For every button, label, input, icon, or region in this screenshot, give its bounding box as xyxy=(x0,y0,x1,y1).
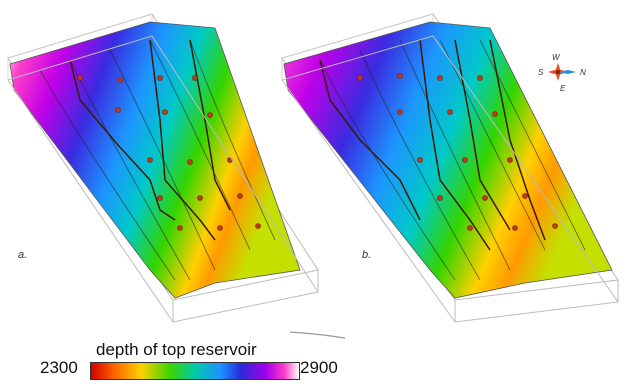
colorbar-gradient xyxy=(90,362,300,380)
colorbar-max-label: 2900 xyxy=(300,358,338,377)
fault-line xyxy=(489,39,546,241)
panel-a-surface xyxy=(9,21,301,299)
panel-a-block xyxy=(7,13,319,323)
fault-line xyxy=(69,59,176,221)
well-markers xyxy=(357,73,558,231)
panel-b-surface xyxy=(283,21,613,299)
panel-label-b: b. xyxy=(362,249,372,261)
compass-icon xyxy=(548,63,576,81)
fault-line xyxy=(319,59,421,221)
compass-label-right: N xyxy=(580,68,586,77)
compass-label-left: S xyxy=(538,68,544,77)
decorative-line xyxy=(289,331,346,339)
fault-line xyxy=(419,39,491,251)
well-markers xyxy=(77,75,261,231)
compass-label-bottom: E xyxy=(560,84,566,93)
panel-b-block xyxy=(281,13,619,323)
fault-line xyxy=(454,39,511,231)
colorbar-min-label: 2300 xyxy=(40,358,78,377)
colorbar-title: depth of top reservoir xyxy=(96,340,257,359)
fault-line xyxy=(189,39,231,211)
panel-label-a: a. xyxy=(18,249,28,261)
fault-line xyxy=(149,39,216,241)
compass-label-top: W xyxy=(552,53,560,62)
